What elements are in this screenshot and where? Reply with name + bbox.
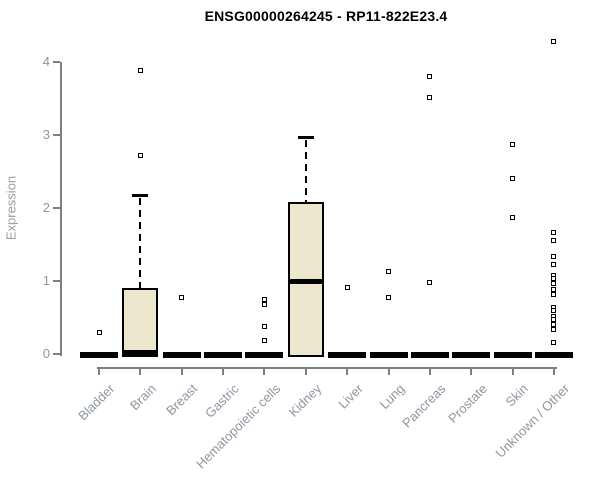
zero-median-bar xyxy=(162,352,201,358)
outlier-point xyxy=(386,269,392,274)
whisker-line xyxy=(304,140,307,203)
outlier-point xyxy=(551,286,557,292)
zero-median-bar xyxy=(410,352,449,358)
outlier-point xyxy=(427,74,433,80)
y-tick-mark xyxy=(53,207,60,209)
y-tick-label: 4 xyxy=(42,54,50,69)
x-tick-mark xyxy=(304,369,307,375)
x-tick-label: Skin xyxy=(502,381,532,410)
outlier-point xyxy=(510,214,516,220)
outlier-point xyxy=(551,237,557,243)
outlier-point xyxy=(551,254,557,260)
outlier-point xyxy=(96,330,102,336)
x-tick-label: Gastric xyxy=(201,381,242,421)
x-tick-mark xyxy=(263,369,266,375)
outlier-point xyxy=(261,301,267,307)
median-line xyxy=(122,349,159,355)
zero-median-bar xyxy=(328,352,367,358)
x-tick-mark xyxy=(98,369,100,375)
x-tick-mark xyxy=(222,369,225,375)
zero-median-bar xyxy=(452,352,491,358)
x-tick-label: Breast xyxy=(163,381,201,419)
x-axis-line xyxy=(97,367,557,369)
x-tick-mark xyxy=(470,369,473,375)
y-tick-mark xyxy=(53,61,60,63)
outlier-point xyxy=(551,261,557,267)
outlier-point xyxy=(551,308,557,314)
x-tick-label: Lung xyxy=(376,381,408,413)
y-tick-mark xyxy=(53,353,60,355)
x-tick-mark xyxy=(139,369,142,375)
outlier-point xyxy=(386,295,392,301)
outlier-point xyxy=(551,321,557,327)
outlier-point xyxy=(137,152,143,158)
zero-median-bar xyxy=(245,352,284,358)
box xyxy=(122,288,159,357)
y-tick-mark xyxy=(53,134,60,136)
y-tick-label: 3 xyxy=(42,127,50,142)
y-tick-label: 0 xyxy=(42,346,50,361)
x-tick-mark xyxy=(346,369,349,375)
x-tick-label: Brain xyxy=(126,381,159,414)
outlier-point xyxy=(261,338,267,344)
x-tick-mark xyxy=(552,369,555,375)
outlier-point xyxy=(427,279,433,285)
outlier-point xyxy=(510,141,516,147)
y-axis-line xyxy=(60,62,62,356)
median-line xyxy=(287,279,324,284)
x-tick-label: Bladder xyxy=(75,381,118,424)
x-tick-label: Kidney xyxy=(285,381,325,420)
x-tick-mark xyxy=(511,369,514,375)
y-tick-label: 2 xyxy=(42,200,50,215)
outlier-point xyxy=(551,281,557,287)
outlier-point xyxy=(551,291,557,297)
whisker-line xyxy=(139,197,142,289)
outlier-point xyxy=(551,339,557,345)
x-tick-label: Liver xyxy=(335,381,366,412)
x-tick-label: Prostate xyxy=(445,381,490,426)
x-tick-mark xyxy=(387,369,390,375)
outlier-point xyxy=(261,324,267,330)
outlier-point xyxy=(261,296,267,302)
outlier-point xyxy=(551,39,557,45)
zero-median-bar xyxy=(80,352,118,358)
whisker-cap xyxy=(132,193,149,197)
y-tick-label: 1 xyxy=(42,273,50,288)
y-tick-mark xyxy=(53,280,60,282)
outlier-point xyxy=(510,176,516,182)
chart-title: ENSG00000264245 - RP11-822E23.4 xyxy=(204,8,448,24)
zero-median-bar xyxy=(534,352,573,358)
zero-median-bar xyxy=(493,352,532,358)
outlier-point xyxy=(551,229,557,235)
zero-median-bar xyxy=(204,352,243,358)
x-tick-mark xyxy=(428,369,431,375)
outlier-point xyxy=(137,68,143,74)
outlier-point xyxy=(179,295,185,301)
outlier-point xyxy=(551,276,557,282)
x-tick-label: Unknown / Other xyxy=(492,381,573,461)
zero-median-bar xyxy=(369,352,408,358)
outlier-point xyxy=(427,94,433,100)
x-tick-label: Pancreas xyxy=(399,381,449,431)
outlier-point xyxy=(344,285,350,291)
x-tick-mark xyxy=(180,369,183,375)
whisker-cap xyxy=(297,136,314,140)
outlier-point xyxy=(551,326,557,332)
